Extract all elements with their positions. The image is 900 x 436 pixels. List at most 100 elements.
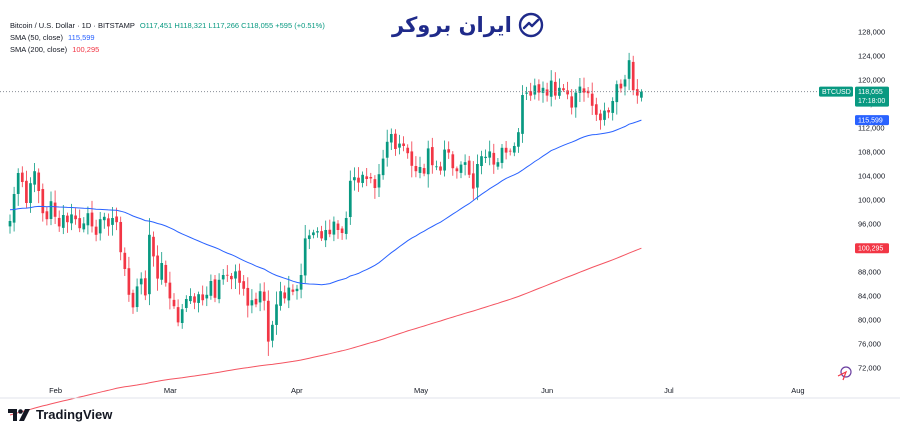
candle <box>176 299 180 327</box>
tradingview-text: TradingView <box>36 407 113 422</box>
candle <box>430 137 434 174</box>
candle <box>336 220 340 239</box>
candle <box>558 78 561 99</box>
candle <box>225 265 229 282</box>
candle <box>8 214 12 234</box>
candle <box>201 285 205 306</box>
candle <box>262 282 266 311</box>
candle <box>242 275 246 296</box>
x-tick-label: Mar <box>164 386 177 395</box>
candle <box>37 168 41 204</box>
last-price-tag: 118,055 17:18:00 <box>855 86 889 107</box>
candle <box>348 170 352 225</box>
candle <box>111 206 114 236</box>
candle <box>398 134 401 155</box>
y-tick-label: 128,000 <box>858 28 885 37</box>
chart-legend-main: Bitcoin / U.S. Dollar · 1D · BITSTAMP O1… <box>10 21 325 30</box>
candle <box>283 285 287 304</box>
candle <box>603 102 606 126</box>
y-tick-label: 76,000 <box>858 340 881 349</box>
candle <box>443 140 446 177</box>
x-tick-label: Jul <box>664 386 674 395</box>
candle <box>41 183 45 222</box>
y-tick-label: 96,000 <box>858 220 881 229</box>
candle <box>254 292 258 308</box>
candle <box>353 167 356 191</box>
candle <box>164 260 168 287</box>
candle <box>439 161 442 175</box>
sma50-price-tag: 115,599 <box>855 115 889 126</box>
candle <box>537 79 541 101</box>
candle <box>377 163 381 197</box>
symbol-tag-label: BTCUSD <box>822 89 851 96</box>
candle <box>512 142 516 157</box>
candle <box>582 77 586 102</box>
candle <box>369 172 373 184</box>
candle <box>340 226 344 240</box>
candle <box>180 303 184 329</box>
logo-mark-icon <box>518 12 544 38</box>
candle <box>102 212 106 229</box>
candle <box>640 89 643 102</box>
candle <box>209 274 213 300</box>
candle <box>16 168 20 206</box>
candle <box>275 291 278 335</box>
candle <box>279 281 282 311</box>
candle <box>184 295 188 313</box>
candle <box>389 128 393 151</box>
candle <box>611 97 615 121</box>
candle <box>504 140 508 160</box>
sma50-tag-value: 115,599 <box>858 118 883 125</box>
candle <box>127 256 131 302</box>
candle <box>549 70 553 107</box>
candle <box>381 149 385 180</box>
candle <box>33 163 36 193</box>
candle <box>529 82 533 101</box>
y-tick-label: 124,000 <box>858 52 885 61</box>
symbol-title: Bitcoin / U.S. Dollar · 1D · BITSTAMP <box>10 21 135 30</box>
candle <box>168 271 172 310</box>
candle <box>57 210 61 232</box>
time-axis: Feb Mar Apr May Jun Jul Aug <box>0 386 900 399</box>
candle <box>484 149 487 164</box>
candle <box>488 140 492 166</box>
candle <box>570 89 574 115</box>
candle <box>205 286 209 307</box>
sma50-value: 115,599 <box>68 33 95 42</box>
candle <box>599 109 602 130</box>
candle <box>426 140 430 188</box>
x-tick-label: Apr <box>291 386 303 395</box>
candle <box>521 85 524 143</box>
x-tick-label: Jun <box>541 386 553 395</box>
candle <box>455 166 459 179</box>
candle <box>98 211 102 241</box>
candle <box>476 154 479 201</box>
crosshair-icon[interactable] <box>837 366 852 381</box>
iran-broker-logo: ایران بروکر <box>392 10 544 40</box>
candle <box>574 89 578 118</box>
candle <box>246 277 250 318</box>
candle <box>471 161 475 200</box>
candle <box>480 150 483 175</box>
candle <box>303 224 307 283</box>
sma200-line <box>9 247 642 416</box>
tradingview-logo-icon <box>8 408 30 421</box>
candle <box>525 86 528 100</box>
tradingview-brand: TradingView <box>8 407 112 422</box>
candle <box>299 263 303 299</box>
candle <box>307 229 311 250</box>
candle <box>287 275 291 309</box>
candle <box>496 157 500 170</box>
candle <box>373 175 377 199</box>
candle <box>82 217 86 233</box>
candle <box>414 156 418 178</box>
candle <box>451 151 455 176</box>
candle <box>250 289 254 314</box>
candle <box>402 136 405 152</box>
candle <box>590 82 594 115</box>
candle <box>410 141 414 178</box>
candle <box>135 278 139 312</box>
y-tick-label: 88,000 <box>858 268 881 277</box>
candle <box>328 219 332 238</box>
